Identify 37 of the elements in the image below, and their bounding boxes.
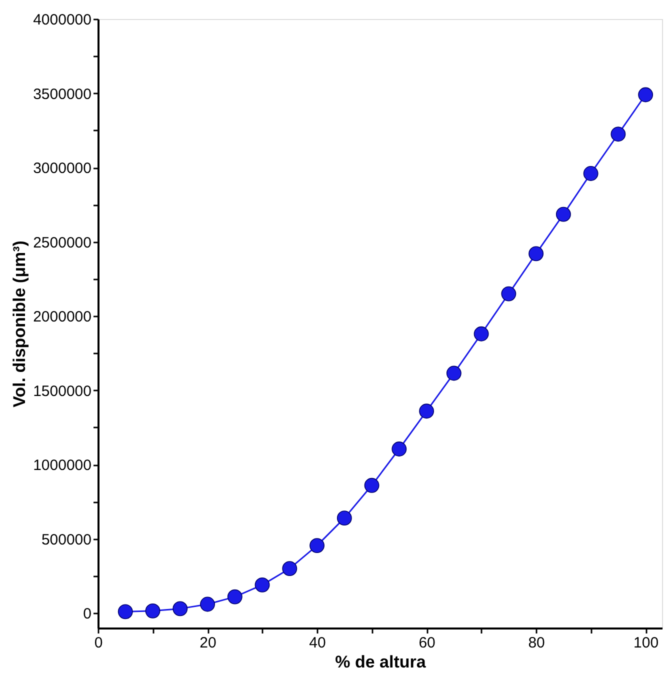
y-tick-label: 1500000 [33,382,92,400]
point [118,604,133,620]
y-tick-label: 2000000 [33,308,92,326]
x-tick-label: 60 [418,634,436,652]
y-axis-title: Vol. disponible (μm³) [10,240,30,408]
point [392,442,407,456]
y-tick-label: 2500000 [33,234,92,252]
x-tick-label: 20 [200,634,216,652]
y-tick-label: 500000 [41,531,92,548]
point [145,603,160,618]
y-tick-label: 0 [83,606,92,623]
x-tick-label: 80 [528,634,545,652]
y-tick-label: 3000000 [33,160,92,178]
point [172,601,188,616]
x-axis-title: % de altura [335,652,426,672]
point [282,561,298,576]
point [446,366,462,381]
point [419,404,434,419]
point [501,286,516,302]
y-tick-label: 1000000 [33,457,92,474]
x-tick-label: 100 [634,634,659,652]
point [364,478,380,493]
x-tick-label: 0 [94,634,103,652]
point [474,326,489,342]
point [528,246,544,262]
point [556,206,571,222]
point [638,87,654,102]
point [610,126,626,142]
point [583,166,598,181]
point [336,510,352,526]
y-tick-label: 3500000 [33,86,92,103]
point [310,538,324,554]
y-tick-label: 4000000 [33,12,92,28]
point [227,589,242,604]
x-tick-label: 40 [309,634,326,652]
point [200,596,215,612]
point [254,577,270,592]
